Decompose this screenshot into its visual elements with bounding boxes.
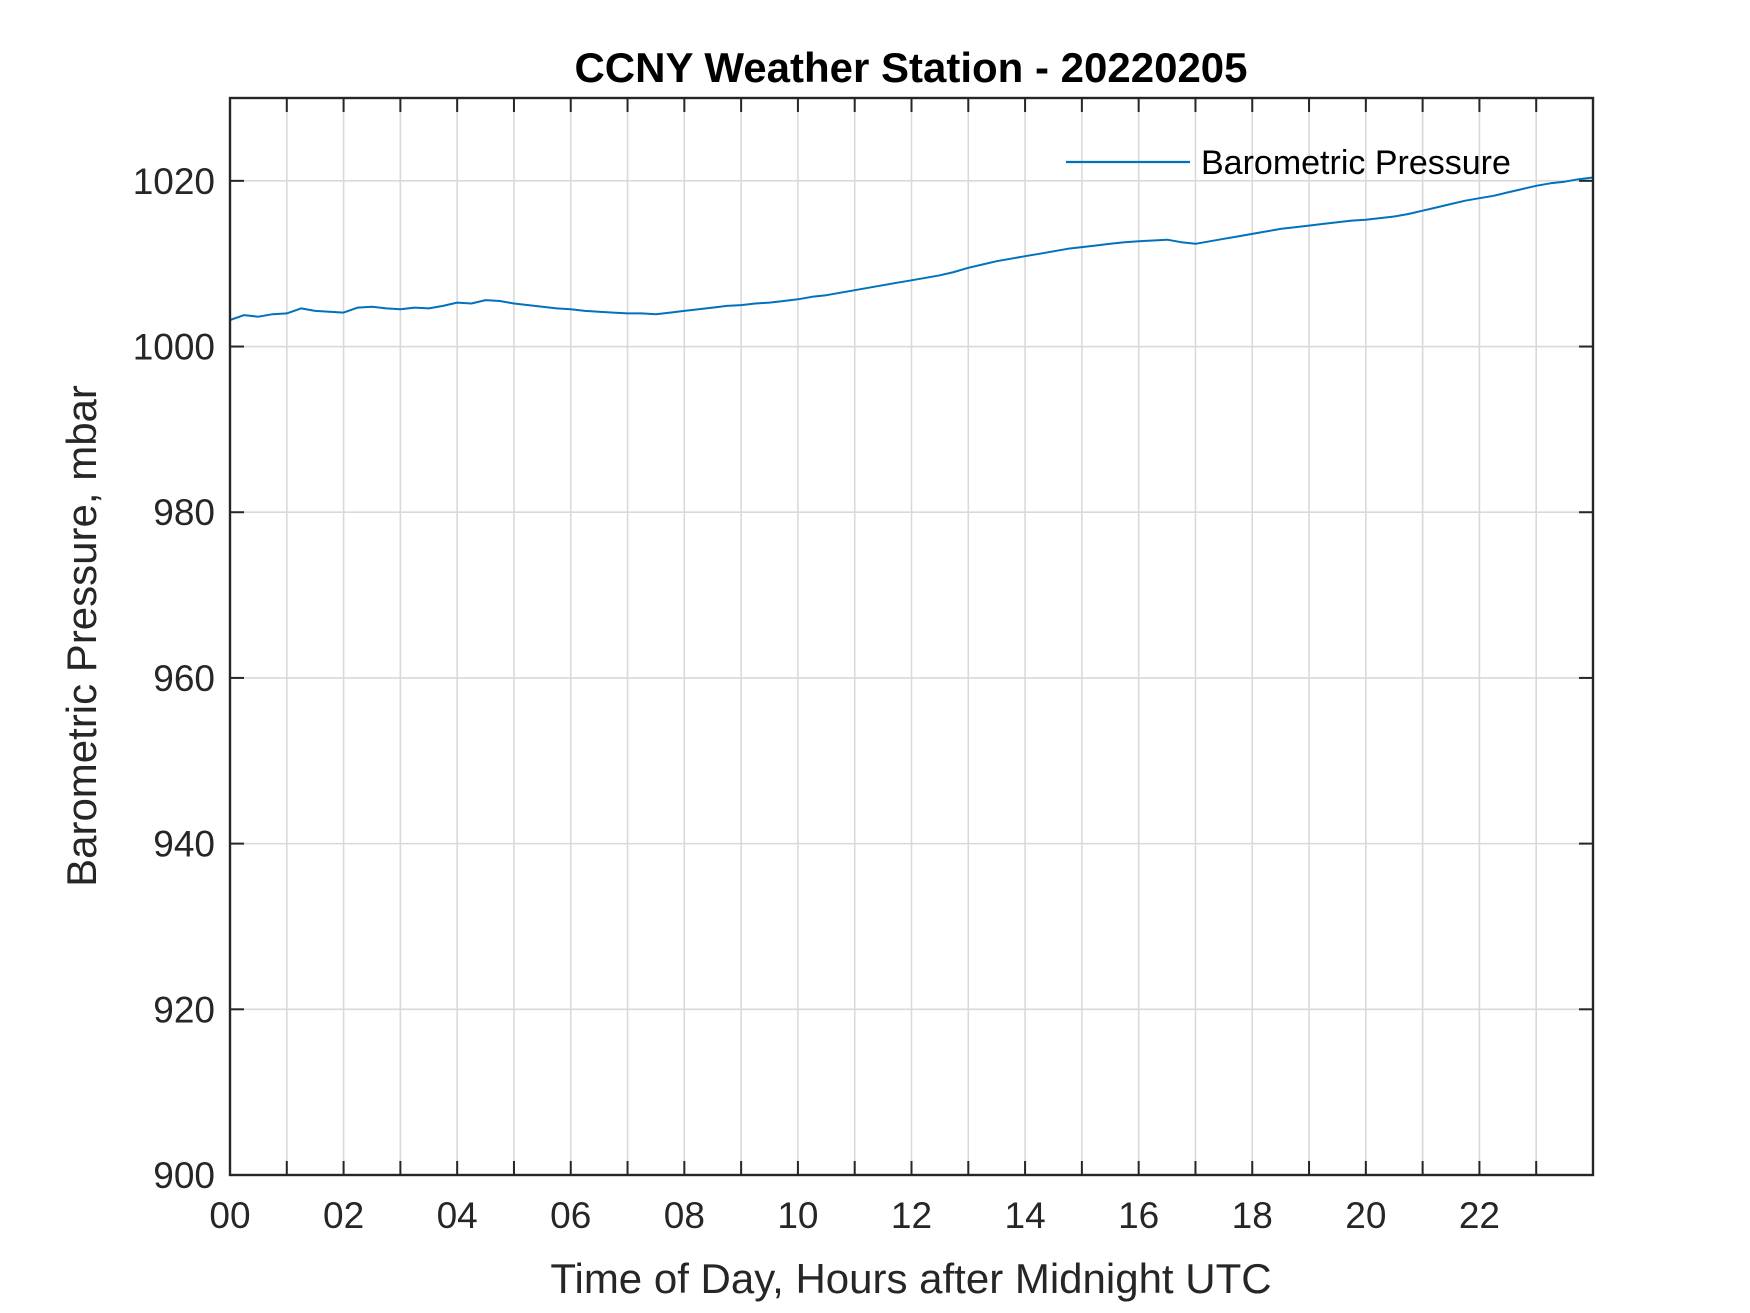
legend-label-barometric-pressure: Barometric Pressure	[1201, 144, 1511, 182]
x-tick-label: 06	[550, 1195, 591, 1236]
x-tick-label: 14	[1005, 1195, 1046, 1236]
y-tick-label: 920	[153, 989, 215, 1030]
chart-title: CCNY Weather Station - 20220205	[574, 44, 1247, 91]
x-tick-label: 08	[664, 1195, 705, 1236]
y-tick-label: 1020	[133, 161, 215, 202]
x-tick-label: 12	[891, 1195, 932, 1236]
x-tick-label: 04	[437, 1195, 478, 1236]
x-tick-label: 02	[323, 1195, 364, 1236]
y-tick-label: 980	[153, 492, 215, 533]
grid	[230, 98, 1593, 1175]
x-axis-label: Time of Day, Hours after Midnight UTC	[550, 1255, 1271, 1302]
y-tick-label: 900	[153, 1155, 215, 1196]
x-tick-label: 18	[1232, 1195, 1273, 1236]
x-tick-label: 16	[1118, 1195, 1159, 1236]
y-tick-label: 960	[153, 658, 215, 699]
series-layer	[229, 176, 1594, 321]
ticks	[230, 98, 1593, 1176]
x-tick-label: 10	[777, 1195, 818, 1236]
y-tick-label: 940	[153, 824, 215, 865]
x-tick-label: 22	[1459, 1195, 1500, 1236]
x-tick-labels: 00 02 04 06 08 10 12 14 16 18 20 22	[209, 1195, 1500, 1236]
axes-frame	[228, 96, 1595, 1177]
y-tick-labels: 900 920 940 960 980 1000 1020	[133, 161, 215, 1196]
y-tick-label: 1000	[133, 327, 215, 368]
y-axis-label: Barometric Pressure, mbar	[58, 385, 105, 887]
legend: Barometric Pressure	[1066, 144, 1511, 182]
x-tick-label: 20	[1345, 1195, 1386, 1236]
series-line-barometric-pressure	[229, 176, 1594, 321]
x-tick-label: 00	[209, 1195, 250, 1236]
